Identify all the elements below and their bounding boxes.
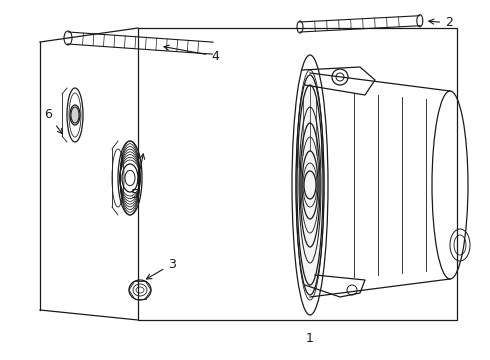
Text: 3: 3 [147, 257, 176, 279]
Text: 1: 1 [306, 332, 314, 345]
Text: 4: 4 [164, 45, 219, 63]
Text: 6: 6 [44, 108, 63, 134]
Bar [138, 28, 457, 320]
Ellipse shape [70, 105, 80, 125]
Ellipse shape [71, 107, 79, 123]
Text: 2: 2 [429, 17, 453, 30]
Text: 5: 5 [131, 154, 145, 202]
Ellipse shape [296, 75, 324, 295]
